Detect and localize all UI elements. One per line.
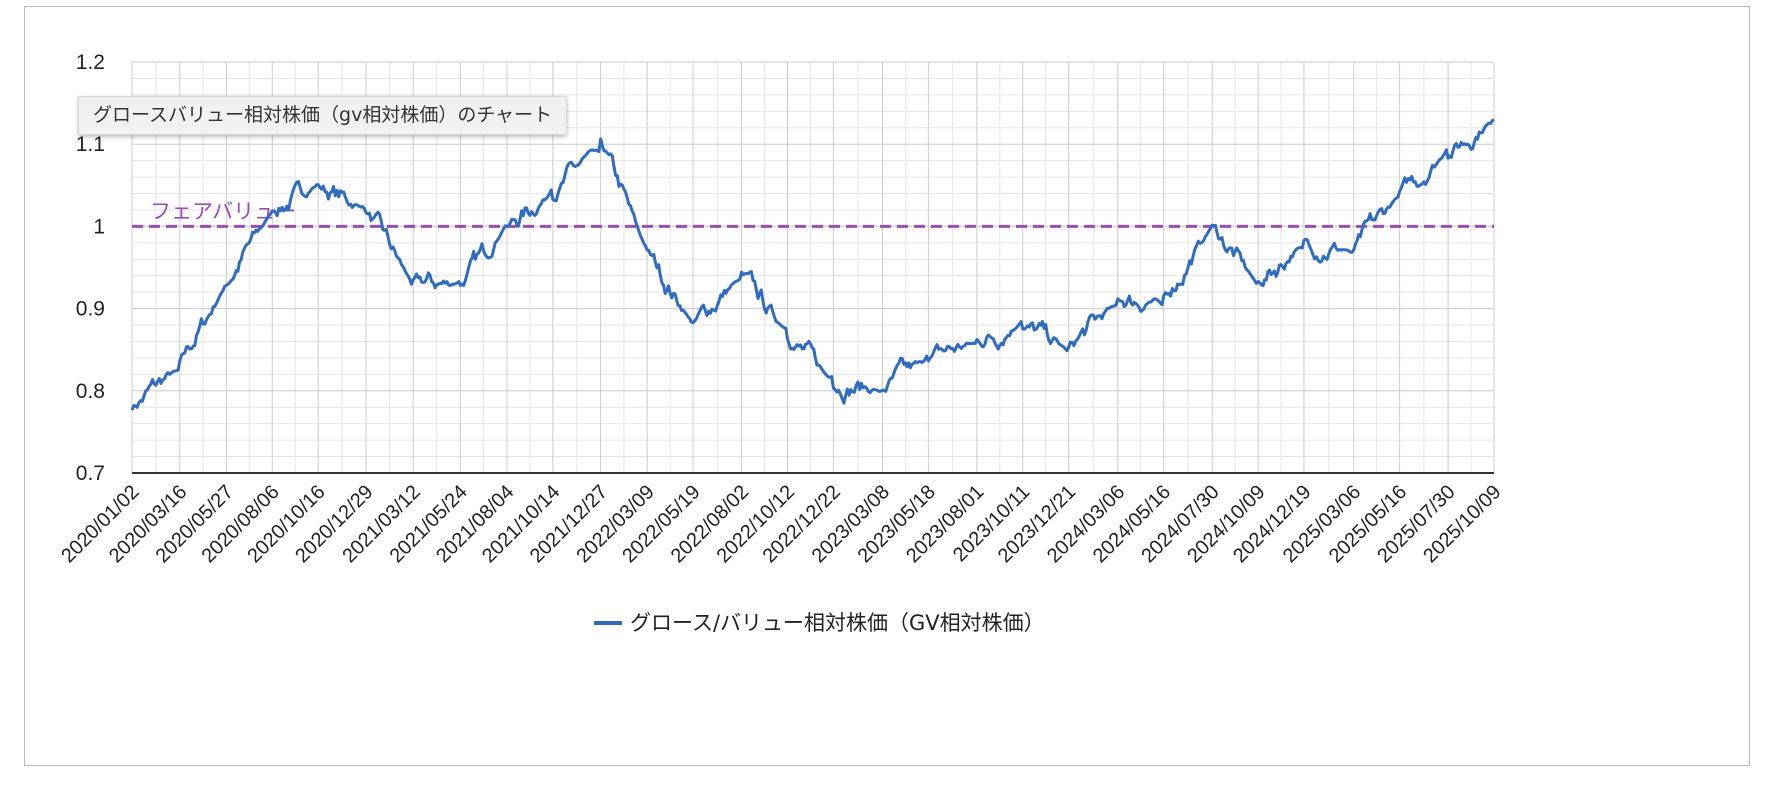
y-tick-label: 1 <box>93 215 105 238</box>
y-tick-label: 1.2 <box>76 51 105 74</box>
y-tick-label: 0.8 <box>76 380 105 403</box>
y-tick-label: 0.9 <box>76 298 105 321</box>
chart-container: 0.7 0.8 0.9 1 1.1 1.2 2020/01/02 2020/03/16 202… <box>24 6 1750 766</box>
chart-tooltip: グロースバリュー相対株価（gv相対株価）のチャート <box>78 96 568 135</box>
x-axis-ticks: 2020/01/022020/03/162020/05/272020/08/06… <box>57 481 1505 567</box>
fair-value-reference: フェアバリュー <box>132 199 1494 228</box>
y-axis-ticks: 0.7 0.8 0.9 1 1.1 1.2 <box>76 51 105 485</box>
y-tick-label: 1.1 <box>76 133 105 156</box>
grid-minor <box>132 62 1494 473</box>
legend-label: グロース/バリュー相対株価（GV相対株価） <box>630 611 1045 635</box>
line-chart[interactable]: 0.7 0.8 0.9 1 1.1 1.2 2020/01/022020/03/16202… <box>25 7 1751 767</box>
y-tick-label: 0.7 <box>76 462 105 485</box>
series-line[interactable] <box>130 118 1495 411</box>
legend[interactable]: グロース/バリュー相対株価（GV相対株価） <box>594 611 1045 635</box>
